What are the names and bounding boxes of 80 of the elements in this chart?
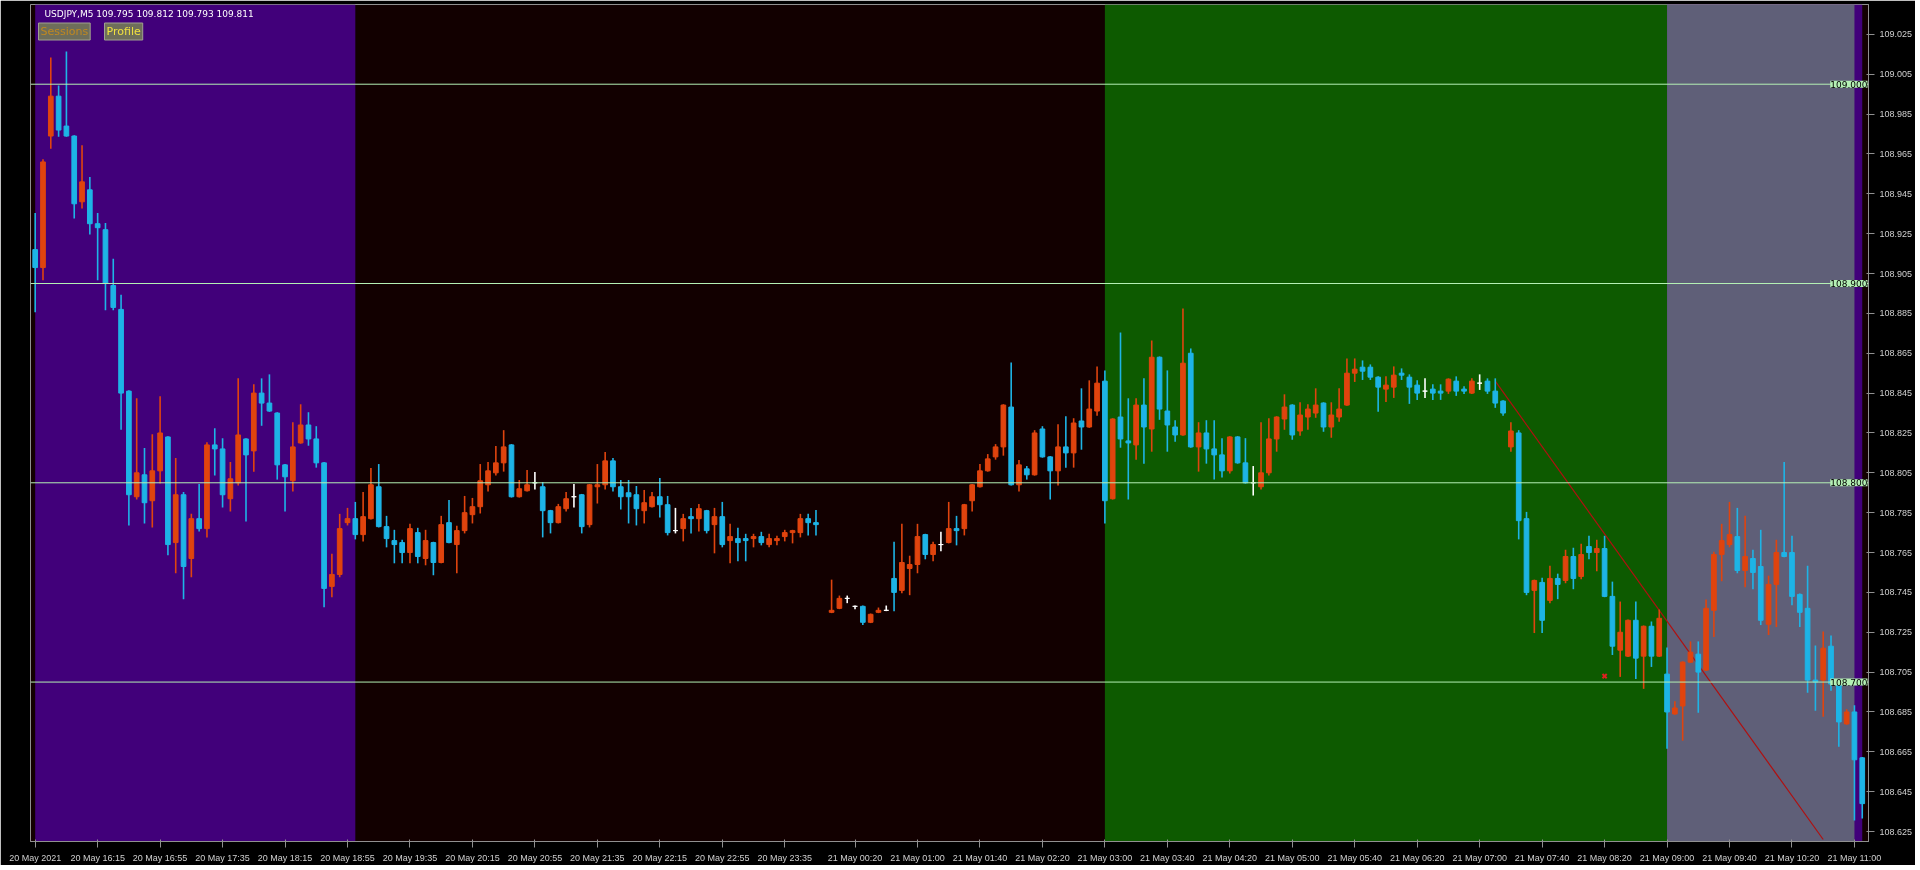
candlestick xyxy=(1195,422,1202,472)
x-tick-label: 21 May 03:00 xyxy=(1077,852,1133,863)
y-tick-label: 108.965 xyxy=(1879,148,1913,159)
x-tick-label: 20 May 18:55 xyxy=(320,852,375,863)
x-tick-label: 21 May 05:40 xyxy=(1327,852,1383,863)
y-tick-label: 108.745 xyxy=(1879,587,1913,598)
x-tick-label: 20 May 16:15 xyxy=(70,852,125,863)
x-tick-label: 20 May 20:15 xyxy=(445,852,500,863)
candlestick xyxy=(391,529,398,564)
candlestick xyxy=(1078,388,1085,450)
y-tick-label: 108.625 xyxy=(1879,826,1913,837)
x-tick-label: 20 May 19:35 xyxy=(382,852,438,863)
annotation: Sessions xyxy=(40,25,89,38)
candlestick xyxy=(1109,418,1116,500)
x-tick-label: 21 May 01:40 xyxy=(952,852,1008,863)
x-tick-label: 21 May 01:00 xyxy=(890,852,945,863)
y-tick-label: 108.665 xyxy=(1879,746,1913,757)
candlestick xyxy=(1531,579,1538,634)
y-tick-label: 108.645 xyxy=(1879,786,1913,797)
x-tick-label: 21 May 08:20 xyxy=(1577,852,1632,863)
candlestick xyxy=(1234,436,1241,464)
y-tick-label: 108.685 xyxy=(1879,706,1913,717)
candlestick xyxy=(1070,418,1077,468)
y-tick-label: 108.805 xyxy=(1879,467,1913,478)
x-tick-label: 20 May 23:35 xyxy=(757,852,813,863)
ref-line-label: 108.900 xyxy=(1830,279,1868,289)
x-tick-label: 21 May 04:20 xyxy=(1202,852,1258,863)
y-tick-label: 108.925 xyxy=(1879,228,1913,239)
annotation: USDJPY,M5 109.795 109.812 109.793 109.811 xyxy=(44,8,254,19)
x-tick-label: 21 May 10:20 xyxy=(1764,852,1820,863)
y-tick-label: 108.705 xyxy=(1879,667,1913,678)
candlestick xyxy=(500,430,507,472)
candlestick xyxy=(508,444,515,498)
candlestick xyxy=(1328,402,1335,438)
candlestick xyxy=(1039,426,1046,458)
x-tick-label: 20 May 2021 xyxy=(9,852,62,863)
x-tick-label: 21 May 09:00 xyxy=(1639,852,1695,863)
x-tick-label: 20 May 22:15 xyxy=(632,852,688,863)
x-tick-label: 21 May 05:00 xyxy=(1265,852,1320,863)
y-tick-label: 109.005 xyxy=(1879,69,1913,80)
x-tick-label: 21 May 11:00 xyxy=(1827,852,1882,863)
annotation: Profile xyxy=(106,25,141,38)
x-tick-label: 20 May 20:55 xyxy=(507,852,563,863)
x-tick-label: 21 May 02:20 xyxy=(1015,852,1070,863)
y-tick-label: 108.845 xyxy=(1879,388,1913,399)
x-tick-label: 21 May 07:00 xyxy=(1452,852,1507,863)
candlestick xyxy=(266,374,273,412)
x-tick-label: 20 May 16:55 xyxy=(132,852,188,863)
x-tick-label: 21 May 07:40 xyxy=(1514,852,1570,863)
x-tick-label: 20 May 21:35 xyxy=(570,852,625,863)
x-tick-label: 21 May 06:20 xyxy=(1389,852,1445,863)
candlestick xyxy=(1000,404,1007,456)
candlestick xyxy=(1164,370,1171,452)
y-tick-label: 108.905 xyxy=(1879,268,1913,279)
y-tick-label: 108.865 xyxy=(1879,348,1913,359)
candlestick xyxy=(1203,420,1210,464)
x-tick-label: 20 May 18:15 xyxy=(257,852,313,863)
ref-line-label: 108.800 xyxy=(1830,478,1868,489)
candlestick xyxy=(906,555,913,596)
y-tick-label: 108.945 xyxy=(1879,188,1913,199)
ref-line-label: 108.700 xyxy=(1830,677,1868,688)
y-tick-label: 108.725 xyxy=(1879,627,1913,638)
candlestick xyxy=(1312,388,1319,418)
y-tick-label: 108.765 xyxy=(1879,547,1913,558)
y-tick-label: 108.885 xyxy=(1879,308,1913,319)
candlestick xyxy=(1125,398,1132,500)
ref-line-label: 109.000 xyxy=(1830,79,1868,90)
candlestick xyxy=(258,378,265,426)
x-tick-label: 20 May 17:35 xyxy=(195,852,250,863)
x-tick-label: 20 May 22:55 xyxy=(695,852,750,863)
y-tick-label: 108.785 xyxy=(1879,507,1913,518)
candlestick xyxy=(1625,619,1631,657)
x-tick-label: 21 May 00:20 xyxy=(827,852,883,863)
y-tick-label: 108.825 xyxy=(1879,427,1913,438)
candlestick xyxy=(305,412,312,446)
y-tick-label: 108.985 xyxy=(1879,109,1913,120)
candlestick xyxy=(297,404,304,444)
x-tick-label: 21 May 09:40 xyxy=(1702,852,1757,863)
y-tick-label: 109.025 xyxy=(1879,29,1913,40)
x-tick-label: 21 May 03:40 xyxy=(1140,852,1195,863)
